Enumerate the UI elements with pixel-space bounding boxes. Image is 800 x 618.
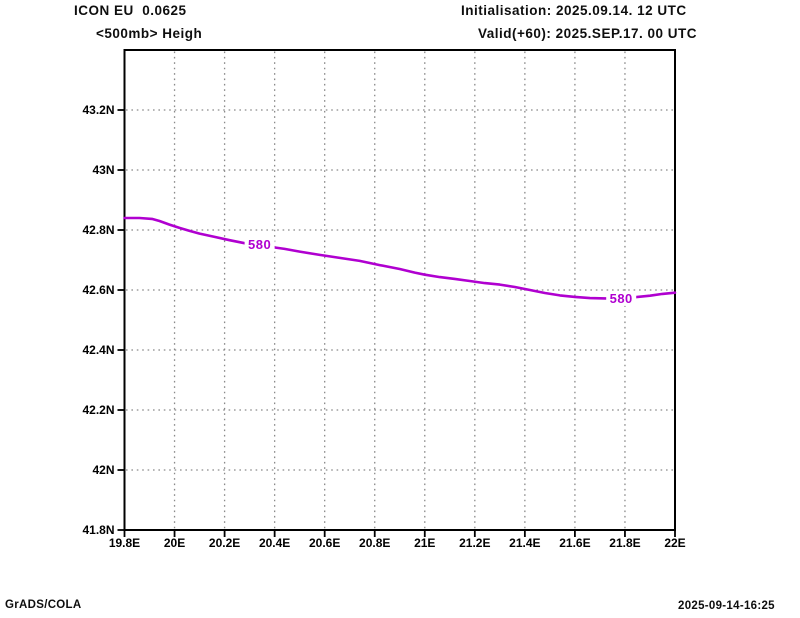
x-tick-label: 21.4E bbox=[509, 536, 540, 550]
x-tick-label: 21.8E bbox=[609, 536, 640, 550]
x-tick-label: 19.8E bbox=[109, 536, 140, 550]
title-initialisation: Initialisation: 2025.09.14. 12 UTC bbox=[461, 3, 687, 18]
y-tick-label: 42.2N bbox=[82, 403, 114, 417]
contour-label: 580 bbox=[610, 291, 633, 306]
plot-frame bbox=[123, 49, 676, 531]
x-tick-label: 20.6E bbox=[309, 536, 340, 550]
creation-timestamp: 2025-09-14-16:25 bbox=[678, 600, 775, 612]
contour-label-background bbox=[244, 237, 275, 253]
title-level: <500mb> Heigh bbox=[96, 26, 203, 41]
y-tick-label: 42.4N bbox=[82, 343, 114, 357]
y-tick-label: 43N bbox=[92, 163, 114, 177]
title-valid: Valid(+60): 2025.SEP.17. 00 UTC bbox=[478, 26, 697, 41]
x-tick-label: 20.8E bbox=[359, 536, 390, 550]
y-tick-label: 42N bbox=[92, 463, 114, 477]
y-tick-label: 41.8N bbox=[82, 523, 114, 537]
x-tick-label: 20.4E bbox=[259, 536, 290, 550]
y-tick-label: 43.2N bbox=[82, 103, 114, 117]
contour-line bbox=[123, 216, 677, 300]
contour-label-background bbox=[606, 290, 637, 306]
contour-label: 580 bbox=[248, 237, 271, 252]
y-tick-label: 42.8N bbox=[82, 223, 114, 237]
x-tick-label: 20.2E bbox=[209, 536, 240, 550]
x-tick-label: 21.6E bbox=[559, 536, 590, 550]
x-tick-label: 20E bbox=[164, 536, 185, 550]
y-tick-label: 42.6N bbox=[82, 283, 114, 297]
grads-credit: GrADS/COLA bbox=[5, 599, 82, 611]
x-tick-label: 21E bbox=[414, 536, 435, 550]
x-tick-label: 22E bbox=[664, 536, 685, 550]
title-model: ICON EU 0.0625 bbox=[74, 3, 187, 18]
x-tick-label: 21.2E bbox=[459, 536, 490, 550]
